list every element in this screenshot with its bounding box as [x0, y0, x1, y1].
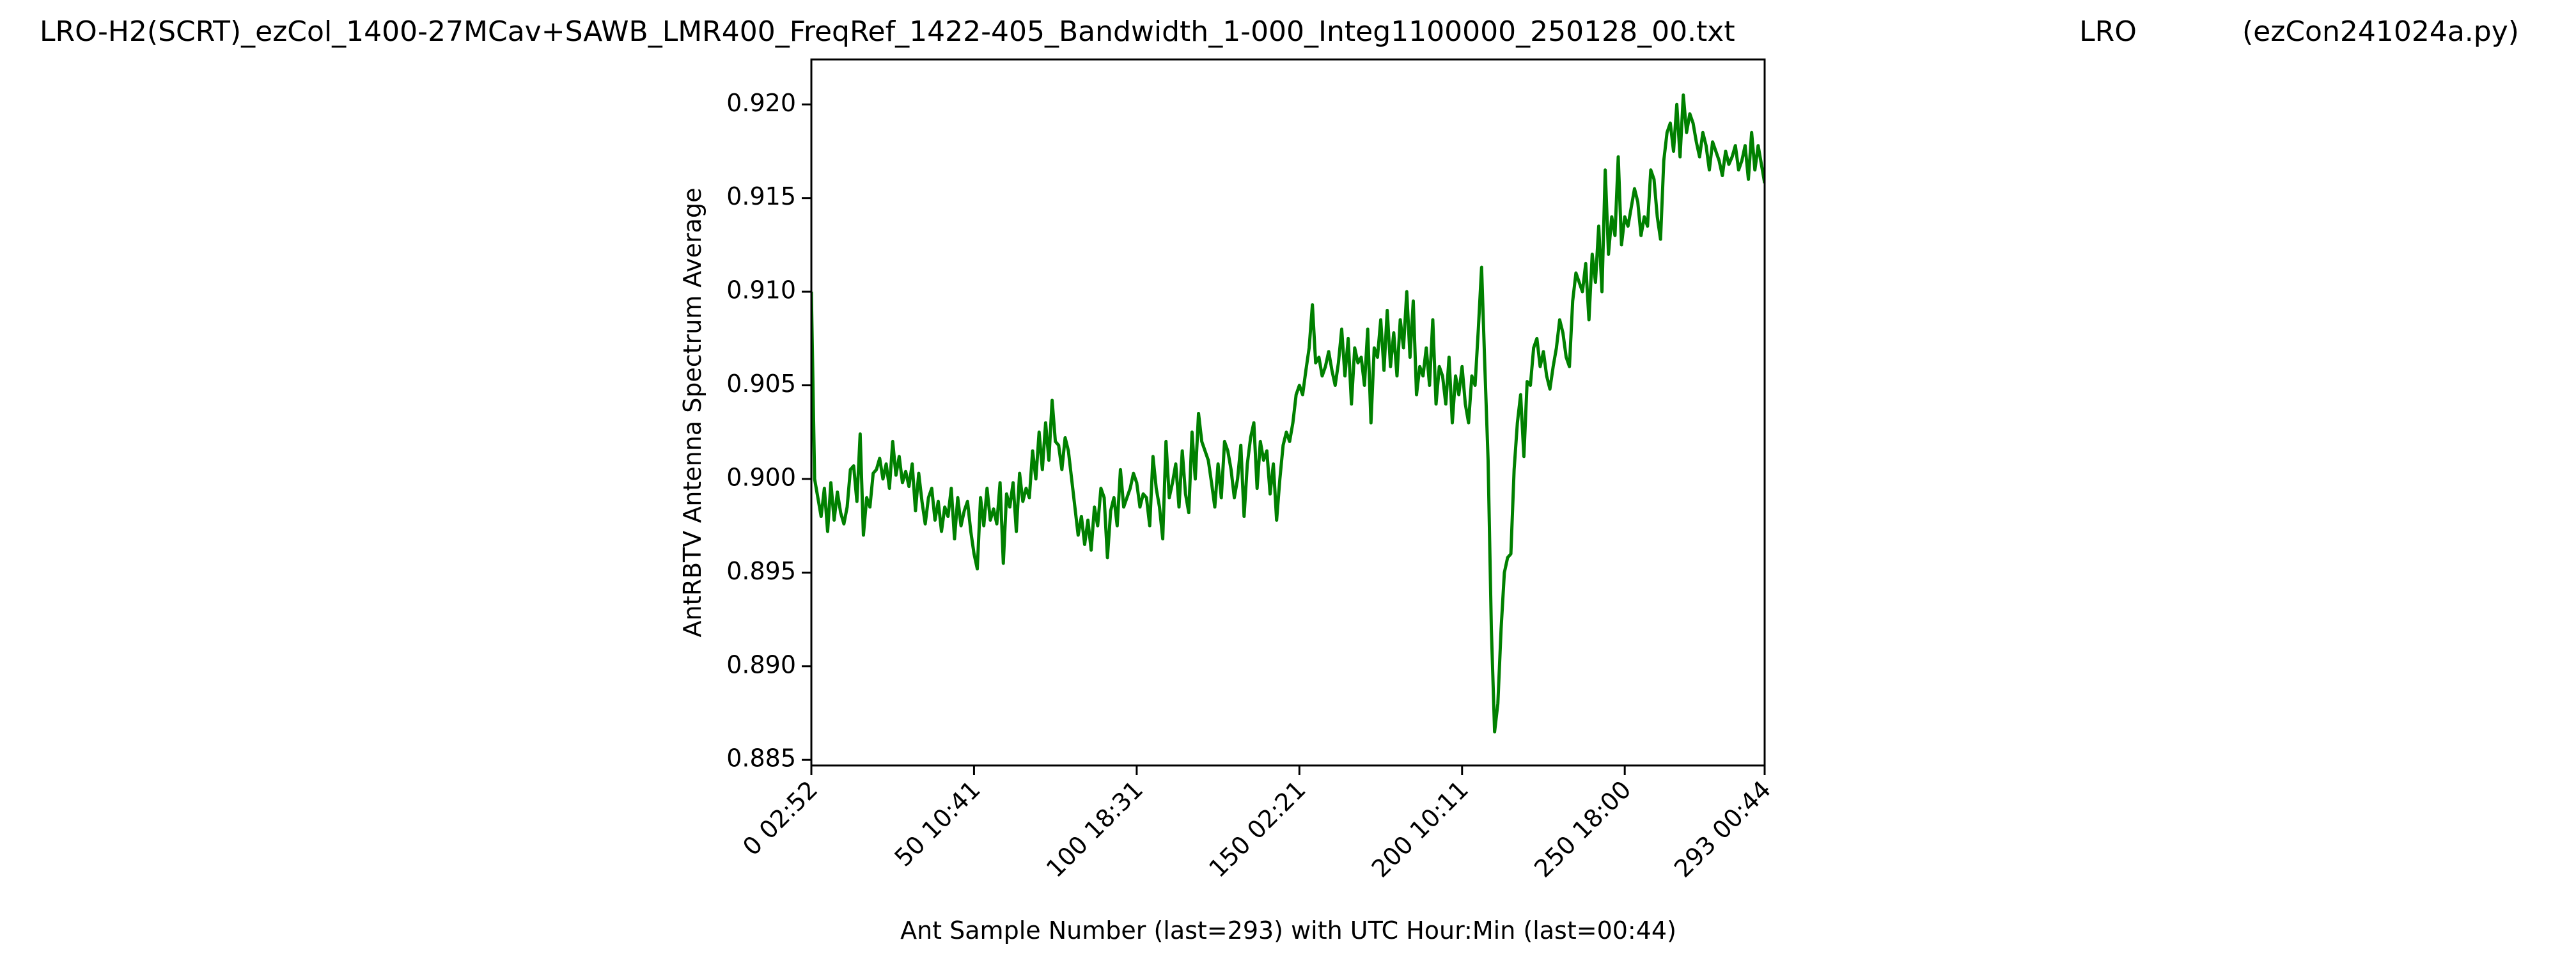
- y-tick-label: 0.890: [726, 650, 796, 679]
- y-tick-label: 0.915: [726, 182, 796, 210]
- y-tick-label: 0.895: [726, 557, 796, 585]
- x-tick-label: 200 10:11: [1366, 775, 1474, 883]
- x-tick-label: 100 18:31: [1041, 775, 1148, 883]
- y-tick-label: 0.905: [726, 370, 796, 398]
- y-tick-label: 0.910: [726, 276, 796, 304]
- x-tick-label: 50 10:41: [889, 775, 986, 872]
- x-tick-label: 0 02:52: [737, 775, 823, 861]
- x-axis-label: Ant Sample Number (last=293) with UTC Ho…: [900, 916, 1676, 945]
- y-tick-label: 0.885: [726, 744, 796, 773]
- y-tick-label: 0.920: [726, 89, 796, 117]
- chart-title-script: (ezCon241024a.py): [2242, 15, 2519, 48]
- plot-frame: [810, 58, 1766, 767]
- x-tick-label: 293 00:44: [1669, 775, 1776, 883]
- y-tick-label: 0.900: [726, 463, 796, 491]
- chart-title: LRO-H2(SCRT)_ezCol_1400-27MCav+SAWB_LMR4…: [40, 15, 1735, 48]
- y-axis-label: AntRBTV Antenna Spectrum Average: [678, 188, 706, 638]
- data-line: [811, 93, 1765, 734]
- chart-title-site: LRO: [2079, 15, 2137, 48]
- x-tick-label: 250 18:00: [1529, 775, 1636, 883]
- x-tick-label: 150 02:21: [1203, 775, 1311, 883]
